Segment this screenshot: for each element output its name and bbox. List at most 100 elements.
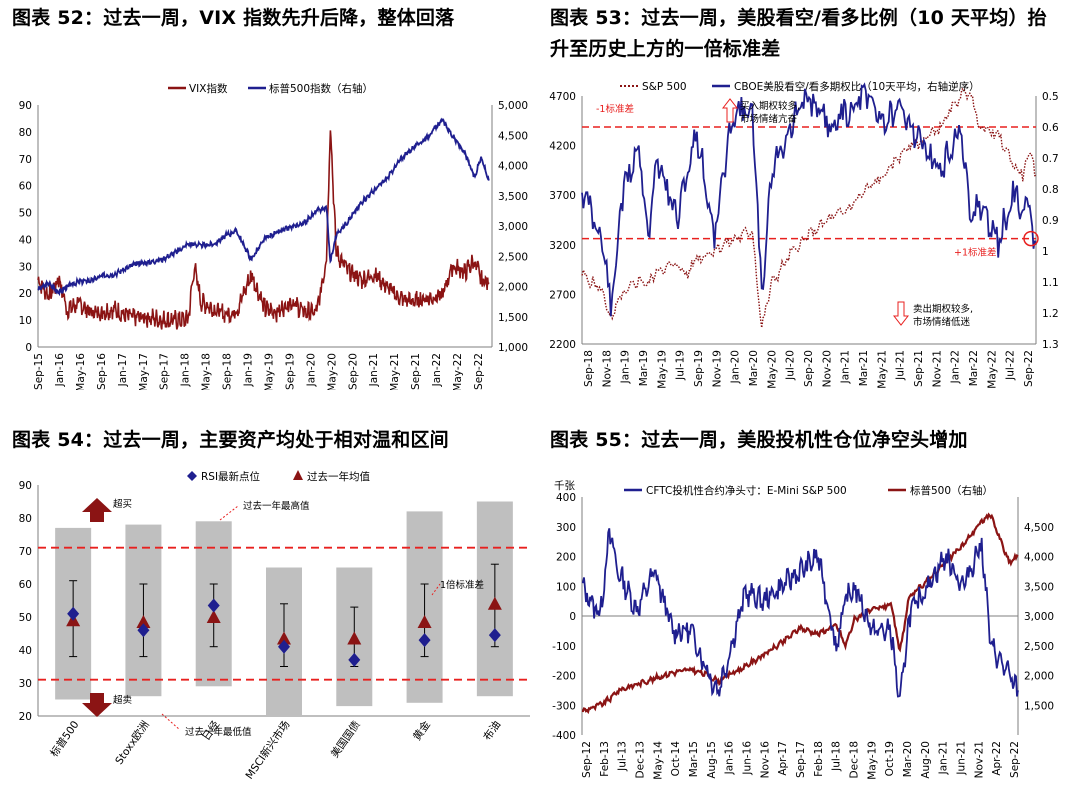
category-label: 黄金 (410, 718, 433, 743)
rsi-latest-marker (418, 633, 431, 648)
year-mean-marker (347, 631, 362, 645)
x-tick-label: Sep-20 (803, 350, 815, 387)
x-tick-label: Jan-16 (724, 741, 736, 776)
y-tick-right: 2,000 (1024, 671, 1054, 683)
chart-title-line-1: 图表 53：过去一周，美股看空/看多比例（10 天平均）抬 (550, 7, 1047, 29)
y-tick-right: 5,000 (498, 100, 528, 112)
chart-title-line-2: 升至历史上方的一倍标准差 (550, 38, 781, 60)
y-tick-right: 1 (1042, 246, 1049, 258)
series-line-vix (37, 130, 490, 330)
y-tick-right: 4,500 (498, 130, 528, 142)
category-label: 标普500 (47, 718, 81, 759)
y-tick-left: 3200 (549, 240, 576, 252)
x-tick-label: Jul-13 (617, 741, 629, 772)
reference-label: +1标准差 (954, 247, 997, 259)
y-tick-right: 1,500 (498, 312, 528, 324)
y-tick: 30 (19, 678, 32, 690)
category-label: 布油 (481, 718, 504, 743)
x-tick-label: Jan-20 (730, 350, 742, 384)
y-tick-right: 2,500 (1024, 641, 1054, 653)
x-tick-label: Jul-20 (785, 350, 797, 381)
rsi-latest-marker (137, 623, 150, 638)
x-tick-label: Jul-22 (1005, 350, 1017, 381)
highlight-circle (1023, 230, 1039, 247)
x-tick-label: Sep-19 (693, 350, 705, 387)
y-tick-left: -400 (552, 730, 576, 742)
year-high-label: 过去一年最高值 (243, 500, 310, 512)
y-tick-right: 0.5 (1042, 91, 1059, 103)
y-tick-right: 0.8 (1042, 184, 1059, 196)
x-tick-label: Sep-17 (795, 741, 807, 778)
y-tick-left: 2200 (549, 339, 576, 351)
x-tick-label: Nov-19 (711, 350, 723, 387)
overbought-arrow-icon (82, 498, 112, 522)
legend-label-rsi: RSI最新点位 (201, 470, 261, 483)
rsi-latest-marker (278, 639, 290, 654)
x-tick-label: Nov-20 (821, 350, 833, 387)
x-tick-label: Mar-15 (688, 741, 700, 777)
x-tick-label: May-21 (876, 350, 888, 389)
x-tick-label: Apr-22 (991, 741, 1003, 776)
year-mean-marker (136, 614, 151, 628)
legend-label-vix: VIX指数 (189, 82, 228, 95)
y-tick-right: 4,000 (498, 161, 528, 173)
x-tick-label: Jan-19 (620, 350, 632, 384)
y-tick-left: 20 (19, 288, 32, 300)
x-tick-label: Oct-14 (670, 741, 682, 777)
x-tick-label: Sep-15 (33, 353, 45, 390)
annotation-line: 卖出期权较多, (913, 303, 973, 315)
x-tick-label: Jan-20 (305, 353, 317, 387)
x-tick-label: Sep-21 (913, 350, 925, 387)
x-tick-label: Apr-17 (777, 741, 789, 776)
x-tick-label: Jan-19 (243, 353, 255, 387)
x-tick-label: Jul-19 (675, 350, 687, 381)
x-tick-label: May-20 (326, 353, 338, 390)
x-tick-label: Sep-17 (159, 353, 171, 390)
y-tick-left: 4200 (549, 141, 576, 153)
x-tick-label: Dec-13 (635, 741, 647, 778)
legend-marker-mean (293, 470, 303, 480)
x-tick-label: Nov-16 (759, 741, 771, 779)
x-tick-label: Jan-21 (938, 741, 950, 775)
x-tick-label: May-21 (389, 353, 401, 390)
y-tick-left: 0 (25, 342, 32, 354)
x-tick-label: Jan-18 (180, 353, 192, 387)
x-tick-label: Mar-20 (748, 350, 760, 386)
legend-label-mean: 过去一年均值 (307, 470, 370, 483)
x-tick-label: Sep-16 (96, 353, 108, 390)
oversold-arrow-icon (82, 693, 112, 717)
unit-label: 千张 (554, 480, 575, 492)
y-tick: 40 (19, 645, 32, 657)
y-tick-left: 60 (19, 181, 32, 193)
rsi-latest-marker (207, 598, 220, 613)
y-tick-left: 300 (556, 522, 576, 534)
y-tick-right: 1,500 (1024, 700, 1054, 712)
y-tick-right: 3,500 (1024, 581, 1054, 593)
legend-label-sp500: 标普500（右轴） (910, 484, 993, 497)
y-tick-right: 4,000 (1024, 552, 1054, 564)
year-mean-marker (487, 596, 502, 610)
x-tick-label: Mar-21 (858, 350, 870, 386)
chart-title: 图表 54：过去一周，主要资产均处于相对温和区间 (12, 429, 449, 451)
y-tick: 20 (19, 711, 32, 723)
oversold-label: 超卖 (113, 694, 132, 706)
y-tick: 60 (19, 579, 32, 591)
x-tick-label: May-14 (652, 741, 664, 780)
x-tick-label: May-18 (201, 353, 213, 390)
x-tick-label: Sep-22 (1009, 741, 1021, 778)
y-tick-right: 3,000 (498, 221, 528, 233)
y-tick-left: 30 (19, 261, 32, 273)
panel-rsi: 图表 54：过去一周，主要资产均处于相对温和区间 RSI最新点位 过去一年均值 20… (0, 425, 540, 790)
rsi-chart: RSI最新点位 过去一年均值 20 30 40 50 60 70 80 90 标普500 Stoxx欧… (19, 470, 530, 782)
y-tick-right: 1,000 (498, 342, 528, 354)
vix-chart: VIX指数 标普500指数（右轴） 0 10 20 30 40 50 60 70 80 90 1,000… (19, 82, 528, 390)
year-low-label: 过去一年最低值 (185, 726, 252, 738)
y-tick-left: -100 (552, 641, 576, 653)
x-tick-label: Jan-22 (950, 350, 962, 384)
y-tick-left: -300 (552, 700, 576, 712)
y-tick-right: 0.6 (1042, 122, 1059, 134)
overbought-label: 超买 (113, 498, 132, 510)
x-tick-label: May-16 (75, 353, 87, 390)
legend-label-cftc: CFTC投机性合约净头寸：E-Mini S&P 500 (646, 484, 847, 497)
rsi-latest-marker (348, 652, 361, 667)
